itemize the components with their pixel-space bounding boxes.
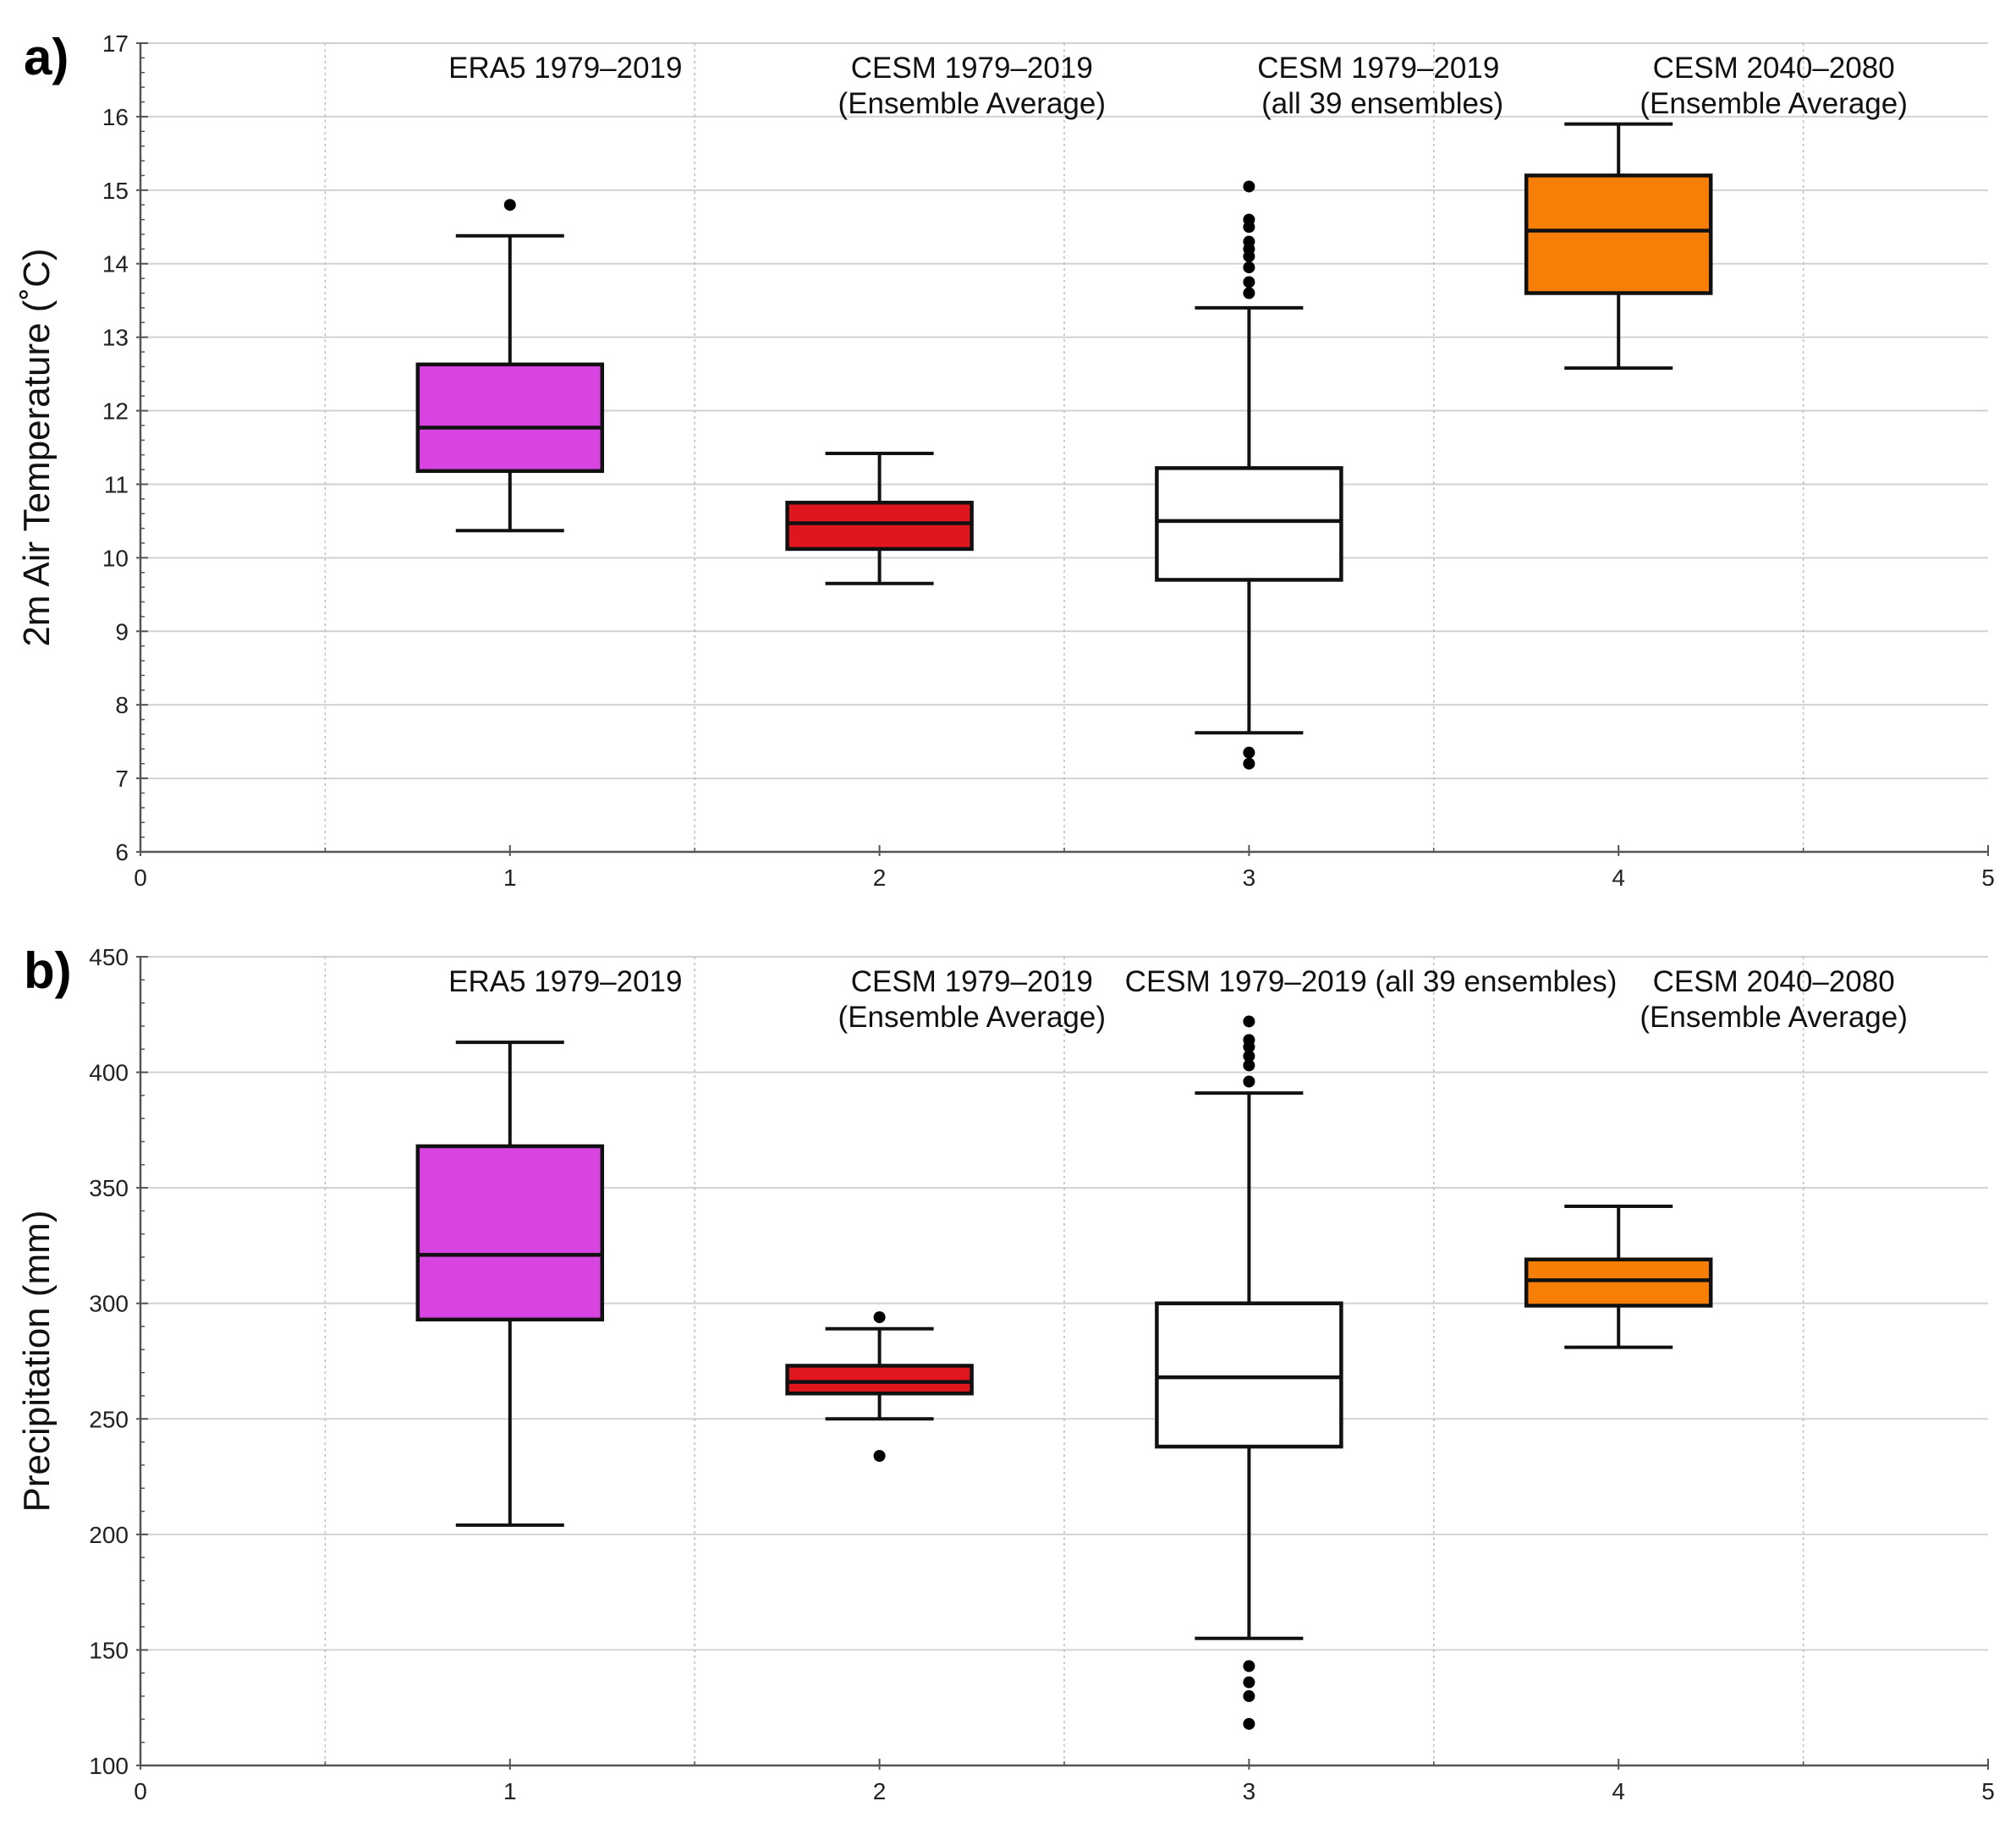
y-tick-label: 100 bbox=[89, 1753, 129, 1779]
y-axis-label: 2m Air Temperature (˚C) bbox=[16, 248, 58, 646]
outlier-point bbox=[873, 1311, 886, 1324]
panel-letter: b) bbox=[24, 942, 72, 999]
outlier-point bbox=[1243, 757, 1255, 770]
group-label-line: CESM 1979–2019 (all 39 ensembles) bbox=[1125, 965, 1618, 998]
group-label: CESM 1979–2019 (all 39 ensembles) bbox=[1125, 965, 1618, 998]
outlier-point bbox=[1243, 1015, 1255, 1028]
x-tick-label: 4 bbox=[1612, 1778, 1625, 1804]
y-tick-label: 11 bbox=[104, 471, 129, 497]
outlier-point bbox=[1243, 1690, 1255, 1703]
box-group bbox=[415, 199, 605, 533]
box-iqr bbox=[785, 500, 974, 552]
outlier-point bbox=[1243, 1717, 1255, 1730]
box-group bbox=[415, 1041, 605, 1527]
y-tick-label: 17 bbox=[102, 30, 129, 57]
group-label-line: (Ensemble Average) bbox=[838, 87, 1106, 120]
outlier-point bbox=[873, 1449, 886, 1462]
x-tick-label: 1 bbox=[503, 1778, 517, 1804]
group-label-line: (all 39 ensembles) bbox=[1253, 87, 1503, 120]
x-tick-label: 5 bbox=[1981, 1778, 1995, 1804]
box-iqr bbox=[1524, 173, 1713, 295]
x-tick-label: 3 bbox=[1243, 865, 1256, 891]
y-tick-label: 300 bbox=[89, 1291, 129, 1317]
group-label: CESM 2040–2080 (Ensemble Average) bbox=[1640, 52, 1907, 120]
y-tick-label: 10 bbox=[102, 545, 129, 571]
x-tick-label: 1 bbox=[503, 865, 517, 891]
box-iqr bbox=[415, 362, 605, 474]
x-tick-label: 0 bbox=[134, 1778, 147, 1804]
group-label-line: (Ensemble Average) bbox=[1640, 1001, 1907, 1034]
y-tick-label: 350 bbox=[89, 1175, 129, 1201]
y-tick-label: 8 bbox=[115, 692, 129, 718]
x-tick-label: 2 bbox=[873, 865, 887, 891]
outlier-point bbox=[1243, 746, 1255, 759]
outlier-point bbox=[1243, 1041, 1255, 1053]
group-label-line: ERA5 1979–2019 bbox=[448, 52, 682, 85]
box-group bbox=[1155, 180, 1343, 770]
box-iqr bbox=[1155, 1301, 1343, 1449]
group-label-line: ERA5 1979–2019 bbox=[448, 965, 682, 998]
y-tick-label: 9 bbox=[115, 618, 129, 645]
box-group bbox=[1155, 1015, 1343, 1730]
y-tick-label: 6 bbox=[115, 839, 129, 865]
y-tick-label: 400 bbox=[89, 1060, 129, 1086]
panel-letter: a) bbox=[24, 29, 69, 85]
outlier-point bbox=[1243, 1059, 1255, 1072]
x-tick-label: 0 bbox=[134, 865, 147, 891]
y-tick-label: 13 bbox=[102, 325, 129, 351]
box-iqr bbox=[785, 1364, 974, 1396]
group-label: CESM 1979–2019 (Ensemble Average) bbox=[838, 965, 1106, 1034]
group-label: CESM 1979–2019 (Ensemble Average) bbox=[838, 52, 1106, 120]
outlier-point bbox=[503, 199, 516, 211]
y-tick-label: 15 bbox=[102, 178, 129, 204]
group-label-line: CESM 1979–2019 bbox=[851, 52, 1093, 85]
outlier-point bbox=[1243, 287, 1255, 299]
group-label-line: CESM 1979–2019 bbox=[1257, 52, 1499, 85]
outlier-point bbox=[1243, 261, 1255, 274]
group-label: CESM 2040–2080 (Ensemble Average) bbox=[1640, 965, 1907, 1034]
outlier-point bbox=[1243, 250, 1255, 263]
y-tick-label: 200 bbox=[89, 1522, 129, 1548]
y-tick-label: 250 bbox=[89, 1406, 129, 1432]
box-group bbox=[785, 451, 974, 585]
group-label: CESM 1979–2019 (all 39 ensembles) bbox=[1253, 52, 1503, 120]
box-iqr bbox=[1155, 466, 1343, 582]
outlier-point bbox=[1243, 1075, 1255, 1088]
y-tick-label: 150 bbox=[89, 1637, 129, 1663]
box-iqr bbox=[1524, 1257, 1713, 1308]
box-group bbox=[1524, 122, 1713, 371]
group-label-line: (Ensemble Average) bbox=[838, 1001, 1106, 1034]
group-label-line: CESM 2040–2080 bbox=[1653, 52, 1895, 85]
outlier-point bbox=[1243, 1676, 1255, 1688]
group-label-line: (Ensemble Average) bbox=[1640, 87, 1907, 120]
y-tick-label: 16 bbox=[102, 104, 129, 130]
x-tick-label: 3 bbox=[1243, 1778, 1256, 1804]
x-tick-label: 2 bbox=[873, 1778, 887, 1804]
outlier-point bbox=[1243, 180, 1255, 193]
group-label: ERA5 1979–2019 bbox=[448, 52, 682, 85]
y-axis-label: Precipitation (mm) bbox=[16, 1211, 58, 1513]
y-tick-label: 12 bbox=[102, 398, 129, 425]
outlier-point bbox=[1243, 276, 1255, 288]
y-tick-label: 14 bbox=[102, 251, 129, 277]
panel-b: 100 150 200 250 300 350 400 450 0 1 2 3 4 5 b) Precipit… bbox=[16, 942, 1995, 1804]
y-tick-label: 450 bbox=[89, 944, 129, 970]
group-label: ERA5 1979–2019 bbox=[448, 965, 682, 998]
outlier-point bbox=[1243, 1660, 1255, 1672]
x-tick-label: 4 bbox=[1612, 865, 1625, 891]
group-label-line: CESM 2040–2080 bbox=[1653, 965, 1895, 998]
group-label-line: CESM 1979–2019 bbox=[851, 965, 1093, 998]
outlier-point bbox=[1243, 1050, 1255, 1063]
box-iqr bbox=[415, 1144, 605, 1322]
y-tick-label: 7 bbox=[115, 766, 129, 792]
box-group bbox=[785, 1311, 974, 1462]
outlier-point bbox=[1243, 221, 1255, 233]
x-tick-label: 5 bbox=[1981, 865, 1995, 891]
box-group bbox=[1524, 1204, 1713, 1349]
